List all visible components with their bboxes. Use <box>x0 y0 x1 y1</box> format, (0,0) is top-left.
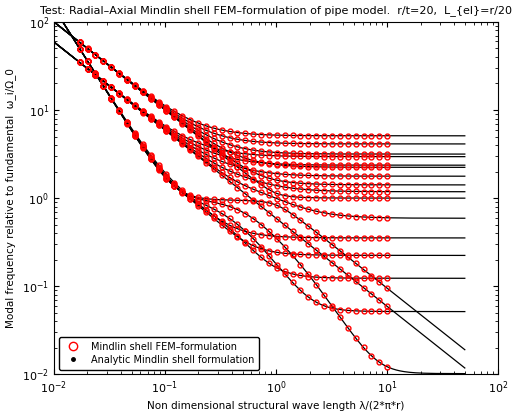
Title: Test: Radial–Axial Mindlin shell FEM–formulation of pipe model.  r/t=20,  L_{el}: Test: Radial–Axial Mindlin shell FEM–for… <box>40 5 512 16</box>
Legend: Mindlin shell FEM–formulation, Analytic Mindlin shell formulation: Mindlin shell FEM–formulation, Analytic … <box>59 337 259 369</box>
Y-axis label: Modal frequency relative to fundamental  ω_i/Ω_0: Modal frequency relative to fundamental … <box>6 68 16 328</box>
X-axis label: Non dimensional structural wave length λ/(2*π*r): Non dimensional structural wave length λ… <box>148 402 405 412</box>
